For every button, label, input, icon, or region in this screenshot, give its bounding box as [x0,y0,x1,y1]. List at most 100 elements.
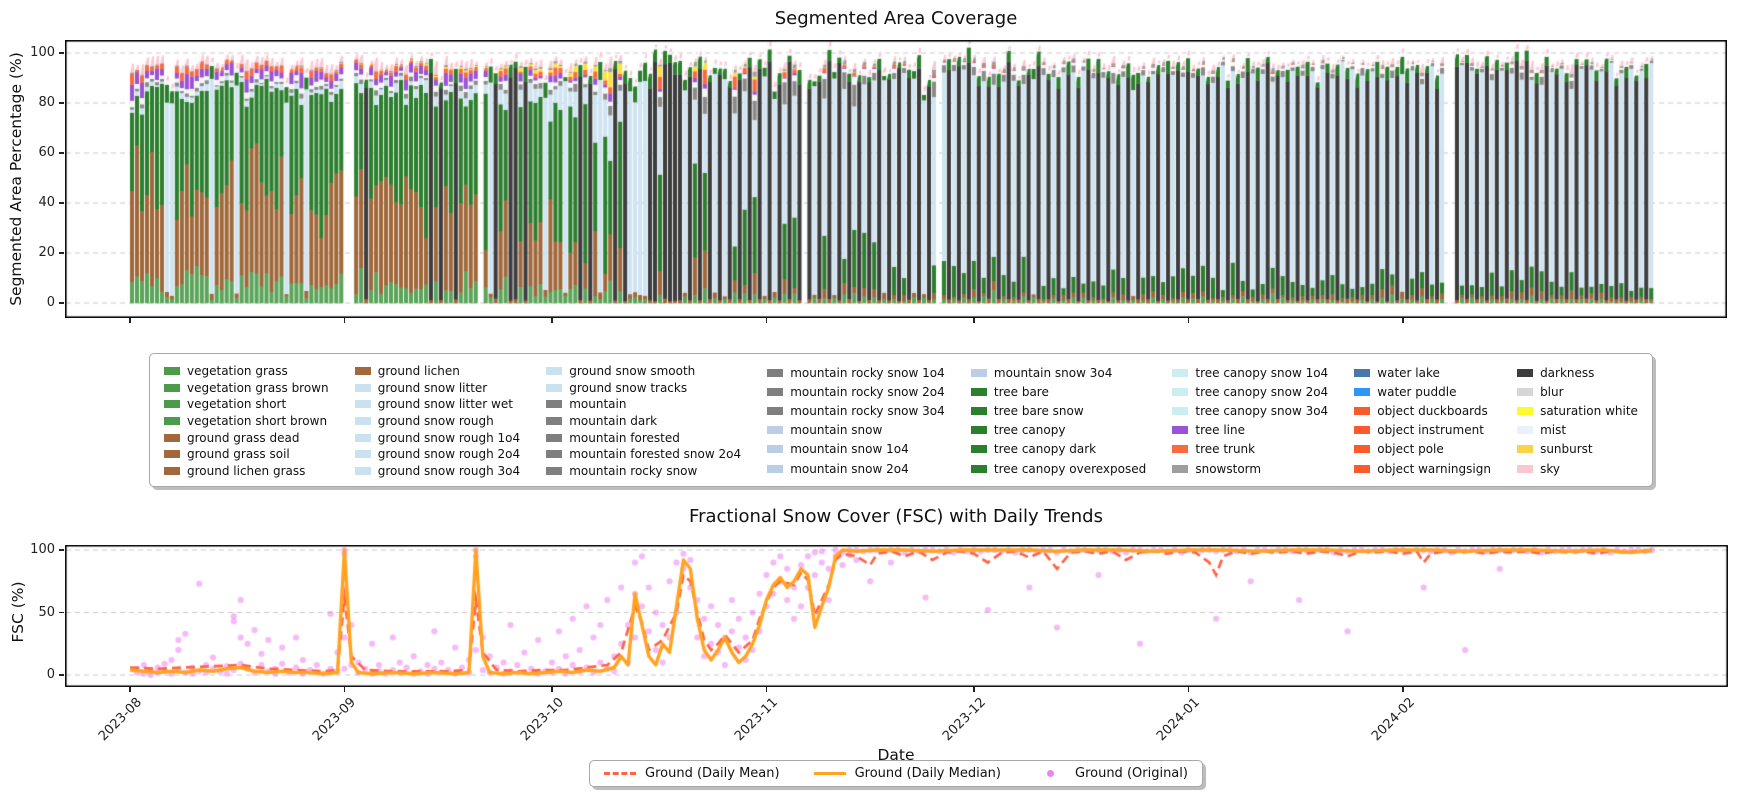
legend-swatch [970,426,987,435]
x-tick-label: 2023-11 [732,695,782,745]
legend-swatch [546,367,563,376]
legend-swatch [164,367,180,376]
legend-item: darkness [1517,363,1638,382]
legend-item: tree bare [970,382,1146,401]
legend-swatch [1517,445,1534,454]
legend-swatch [546,417,563,426]
dashed-line-icon [604,772,637,775]
legend-column: ground snow smooth ground snow tracks moun… [546,363,741,479]
legend-label: ground snow rough 2o4 [377,447,521,462]
x-tick-label: 2024-01 [1154,695,1204,745]
y-tick [59,252,64,254]
y-tick [59,202,64,204]
legend-swatch [767,368,784,377]
legend-item: tree canopy snow 1o4 [1172,363,1328,382]
x-tick [129,318,131,323]
legend-item: vegetation short [164,396,329,413]
legend-label: object warningsign [1377,461,1491,476]
legend-label: ground grass dead [187,430,300,445]
legend-item: mountain [546,396,741,413]
legend-swatch [1517,368,1534,377]
legend-item: mountain rocky snow 2o4 [767,382,945,401]
legend-swatch [164,466,180,475]
legend-label: ground grass soil [187,447,290,462]
legend-label: ground snow litter wet [377,397,513,412]
legend-swatch [1172,445,1189,454]
legend-label: mountain forested [569,430,680,445]
legend-label: sunburst [1540,442,1593,457]
y-tick [59,102,64,104]
legend-swatch [1354,464,1371,473]
legend-swatch [1517,387,1534,396]
legend-label: tree canopy snow 3o4 [1195,403,1329,418]
legend-label: mountain rocky snow 1o4 [790,365,945,380]
legend-swatch [1172,406,1189,415]
chart2-title: Fractional Snow Cover (FSC) with Daily T… [689,506,1103,527]
scatter-dot-icon [1046,770,1054,777]
legend-swatch [354,400,371,409]
y-tick-label: 50 [38,604,55,620]
legend-item: object pole [1354,440,1491,459]
legend-swatch [767,445,784,454]
legend-label: tree bare [993,384,1049,399]
legend-item: tree canopy [970,421,1146,440]
legend-swatch [164,450,180,459]
legend-label: vegetation short [187,397,287,412]
legend-item: ground snow smooth [546,363,741,380]
legend-label: mountain rocky snow 3o4 [790,403,945,418]
legend-swatch [546,450,563,459]
legend-label: darkness [1540,365,1595,380]
legend-label: object pole [1377,442,1444,457]
legend-swatch [354,383,371,392]
legend-label: ground snow litter [377,380,488,395]
legend-swatch [767,387,784,396]
legend-item: snowstorm [1172,459,1328,478]
legend-item: mountain forested snow 2o4 [546,446,741,463]
legend-swatch [1354,445,1371,454]
y-tick-label: 0 [46,295,55,310]
legend-item: mountain snow [767,421,945,440]
legend-item: mist [1517,421,1638,440]
legend-item: tree canopy dark [970,440,1146,459]
legend-item: mountain rocky snow 1o4 [767,363,945,382]
legend-item: vegetation short brown [164,413,329,430]
legend-swatch [354,433,371,442]
legend-label: tree line [1195,423,1245,438]
legend-item: ground snow rough 1o4 [354,429,520,446]
y-tick [59,549,64,551]
legend-label: mountain snow 2o4 [790,461,909,476]
legend-item: mountain snow 2o4 [767,459,945,478]
x-tick-label: 2023-12 [939,695,989,745]
legend-label: mountain rocky snow 2o4 [790,384,945,399]
legend-label: mist [1540,423,1567,438]
legend-label: saturation white [1540,403,1638,418]
y-tick-label: 20 [38,245,55,260]
legend-label: tree canopy snow 1o4 [1195,365,1329,380]
legend-swatch [970,406,987,415]
legend-swatch [164,433,180,442]
legend-label: ground lichen grass [187,463,306,478]
legend-label: ground snow tracks [569,380,688,395]
legend-swatch [1172,426,1189,435]
legend-label: ground snow rough [377,414,494,429]
legend-item: mountain snow 3o4 [970,363,1146,382]
y-tick-label: 0 [46,667,55,682]
legend-item: tree canopy overexposed [970,459,1146,478]
y-tick [59,674,64,676]
legend-label: vegetation grass brown [187,380,329,395]
legend-swatch [767,464,784,473]
legend-swatch [1172,368,1189,377]
legend-label: mountain snow 3o4 [993,365,1113,380]
legend-item: ground grass dead [164,429,329,446]
legend-label: mountain rocky snow [569,463,698,478]
legend-column: tree canopy snow 1o4 tree canopy snow 2o4… [1172,363,1328,479]
legend-item: ground snow litter [354,380,520,397]
legend-swatch [164,400,180,409]
x-tick-label: 2023-10 [517,695,567,745]
legend-label: sky [1540,461,1560,476]
legend-label: ground lichen [377,364,460,379]
solid-line-icon [813,772,846,775]
legend-label: ground snow smooth [569,364,696,379]
legend-item: object instrument [1354,421,1491,440]
